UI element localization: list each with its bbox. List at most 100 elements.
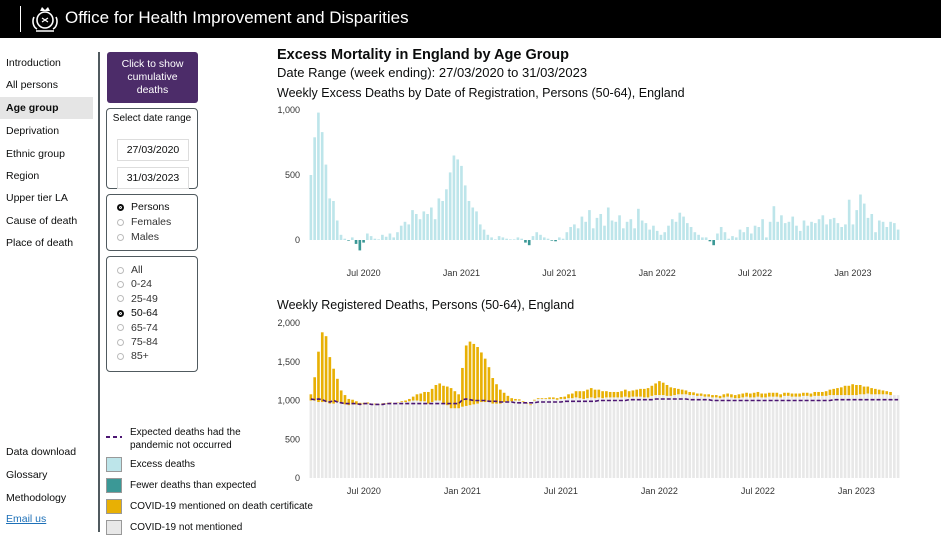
covid-bar (707, 394, 711, 397)
fewer-bar (712, 240, 715, 246)
age-radio-25-49[interactable]: 25-49 (117, 292, 158, 306)
covid-bar (733, 395, 737, 399)
not-covid-bar (688, 395, 692, 478)
not-covid-bar (730, 397, 733, 478)
excess-bar (772, 206, 776, 240)
covid-bar (438, 383, 442, 401)
excess-bar (685, 223, 689, 240)
sex-radio-females[interactable]: Females (117, 215, 171, 229)
covid-bar (794, 393, 798, 397)
date-start-input[interactable]: 27/03/2020 (117, 139, 189, 161)
nav-item-introduction[interactable]: Introduction (6, 57, 61, 69)
age-radio-75-84[interactable]: 75-84 (117, 335, 158, 349)
not-covid-bar (396, 402, 400, 478)
covid-bar (809, 393, 813, 397)
not-covid-bar (862, 394, 866, 478)
not-covid-bar (593, 398, 597, 478)
excess-bar (512, 239, 516, 240)
not-covid-bar (642, 397, 646, 478)
not-covid-bar (786, 395, 790, 478)
covid-bar (442, 385, 445, 404)
not-covid-bar (324, 402, 328, 478)
age-radio-0-24[interactable]: 0-24 (117, 277, 152, 291)
x-tick-label: Jan 2023 (834, 268, 871, 278)
age-radio-65-74[interactable]: 65-74 (117, 321, 158, 335)
cumulative-deaths-button[interactable]: Click to show cumulative deaths (107, 52, 198, 103)
covid-bar (832, 388, 836, 396)
covid-bar (536, 398, 540, 399)
sex-radio-persons[interactable]: Persons (117, 200, 170, 214)
not-covid-bar (495, 403, 498, 478)
excess-bar (490, 237, 493, 240)
nav-item-methodology[interactable]: Methodology (6, 492, 67, 504)
excess-bar (644, 223, 648, 240)
excess-bar (689, 227, 693, 240)
covid-bar (461, 367, 464, 407)
covid-bar (783, 392, 786, 396)
excess-bar (396, 232, 399, 240)
not-covid-bar (445, 405, 449, 478)
nav-item-region[interactable]: Region (6, 170, 40, 182)
nav-item-data-download[interactable]: Data download (6, 446, 77, 458)
excess-bar (497, 236, 501, 240)
excess-bar (716, 233, 719, 240)
not-covid-bar (362, 404, 366, 478)
excess-bar (693, 232, 697, 240)
excess-bar (448, 172, 452, 240)
legend-expected-label: Expected deaths had the pandemic not occ… (130, 427, 241, 451)
excess-bar (595, 217, 599, 240)
age-radio-label: 0-24 (131, 278, 153, 291)
excess-bar (606, 207, 610, 240)
excess-bar (655, 230, 659, 240)
email-us-link[interactable]: Email us (6, 513, 47, 525)
excess-bar (494, 239, 497, 240)
excess-bar (731, 236, 734, 240)
legend-covid-label: COVID-19 mentioned on death certificate (130, 501, 313, 512)
nav-item-deprivation[interactable]: Deprivation (6, 125, 60, 137)
x-tick-label: Jan 2022 (639, 268, 676, 278)
not-covid-bar (760, 397, 764, 478)
age-radio-85[interactable]: 85+ (117, 349, 149, 363)
not-covid-bar (582, 398, 585, 478)
covid-bar (415, 394, 419, 401)
excess-bar (776, 221, 779, 240)
nav-item-glossary[interactable]: Glossary (6, 469, 48, 481)
nav-item-place-of-death[interactable]: Place of death (6, 237, 74, 249)
nav-item-cause-of-death[interactable]: Cause of death (6, 215, 78, 227)
legend-not-covid-swatch (106, 520, 122, 535)
y-tick-label: 1,500 (277, 357, 300, 367)
age-radio-50-64[interactable]: 50-64 (117, 306, 158, 320)
not-covid-bar (498, 403, 502, 478)
date-end-input[interactable]: 31/03/2023 (117, 167, 189, 189)
covid-bar (730, 394, 733, 398)
excess-bar (603, 225, 606, 240)
covid-bar (317, 351, 320, 403)
excess-bar (478, 224, 482, 240)
covid-bar (741, 393, 745, 398)
not-covid-bar (483, 402, 487, 478)
not-covid-bar (597, 397, 601, 478)
excess-bar (475, 211, 478, 240)
not-covid-bar (313, 400, 317, 478)
age-radio-all[interactable]: All (117, 263, 143, 277)
covid-bar (582, 391, 585, 399)
radio-dot-icon (117, 295, 124, 303)
covid-bar (589, 388, 593, 398)
nav-item-ethnic-group[interactable]: Ethnic group (6, 148, 65, 160)
excess-bar (418, 219, 422, 240)
nav-item-age-group[interactable]: Age group (0, 97, 93, 119)
excess-bar (667, 225, 670, 240)
not-covid-bar (684, 394, 688, 478)
covid-bar (529, 404, 532, 406)
excess-bar (622, 228, 625, 240)
not-covid-bar (385, 403, 388, 478)
excess-bar (783, 223, 787, 240)
nav-item-all-persons[interactable]: All persons (6, 79, 58, 91)
excess-bar (855, 210, 859, 240)
not-covid-bar (464, 405, 468, 478)
excess-bar (896, 229, 900, 240)
sex-radio-males[interactable]: Males (117, 230, 159, 244)
covid-bar (692, 392, 695, 396)
covid-bar (642, 388, 646, 398)
nav-item-upper-tier-la[interactable]: Upper tier LA (6, 192, 68, 204)
